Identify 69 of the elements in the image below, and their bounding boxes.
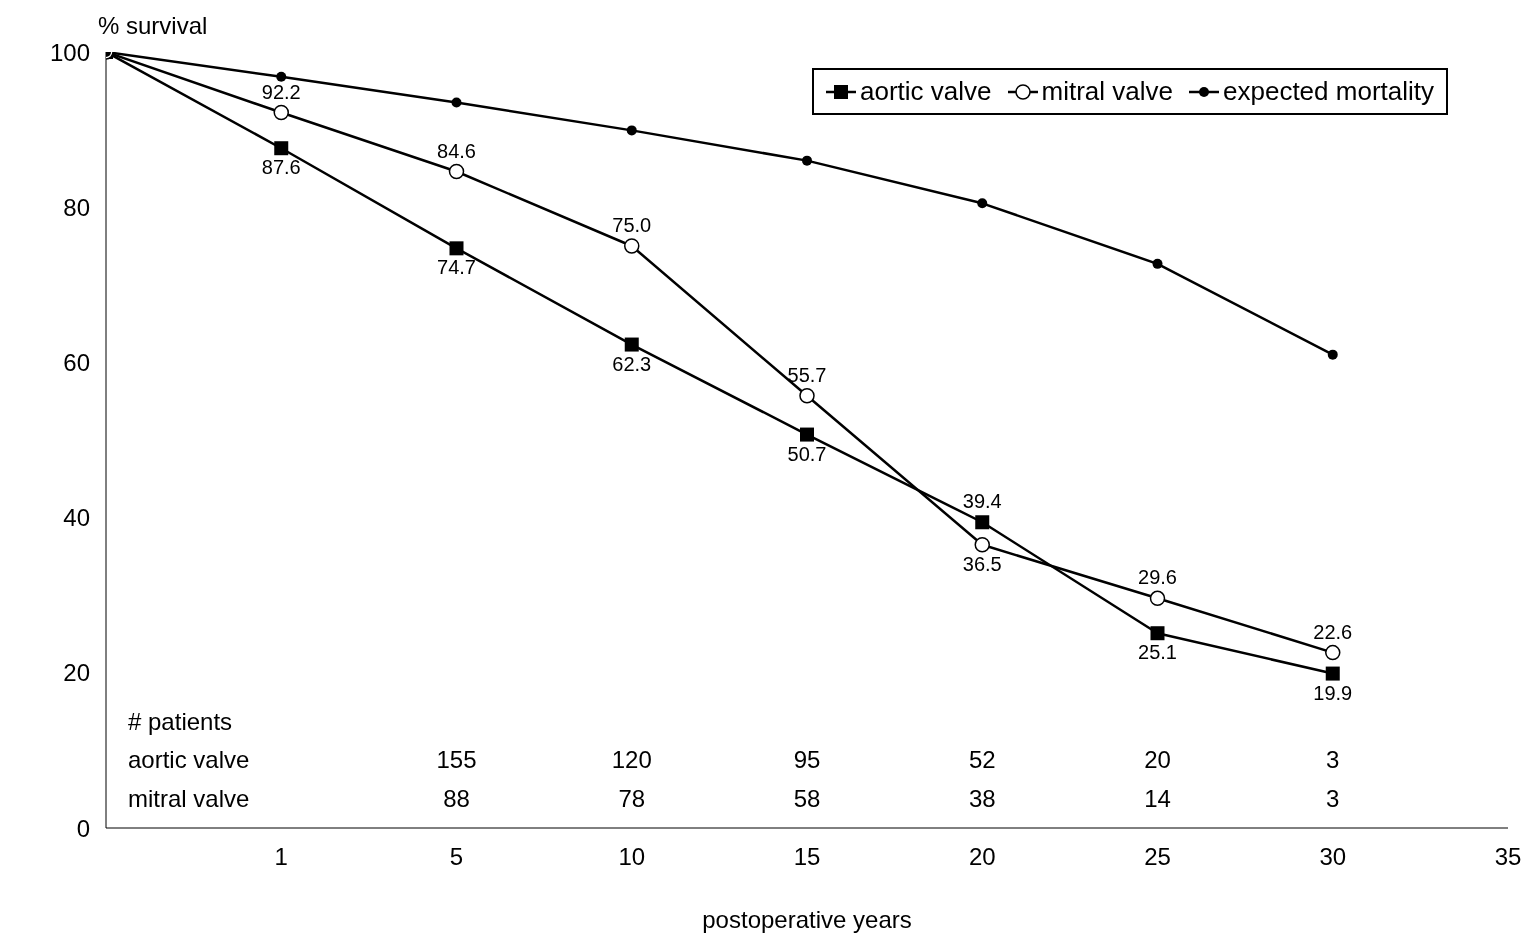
data-label: 36.5	[962, 552, 1002, 575]
legend-label: expected mortality	[1223, 76, 1434, 107]
data-label: 74.7	[437, 256, 476, 279]
point	[451, 97, 462, 108]
data-label: 62.3	[612, 352, 652, 375]
x-tick-label: 35	[1494, 843, 1522, 871]
point	[1325, 644, 1341, 661]
point	[624, 337, 639, 352]
y-tick-label: 0	[76, 814, 90, 842]
data-label: 87.6	[261, 156, 301, 179]
point	[276, 71, 287, 82]
point	[799, 388, 815, 404]
y-tick-label: 40	[63, 504, 90, 532]
point	[448, 163, 465, 180]
data-label: 19.9	[1313, 681, 1353, 704]
point	[977, 198, 988, 209]
annotation: 3	[1326, 746, 1340, 774]
legend-label: mitral valve	[1041, 76, 1174, 107]
x-tick-label: 25	[1144, 843, 1171, 871]
point	[975, 515, 990, 530]
point	[624, 238, 640, 254]
point	[626, 125, 637, 136]
annotation: # patients	[128, 707, 233, 735]
point	[449, 241, 464, 256]
annotation: 78	[618, 785, 646, 813]
annotation: 95	[793, 746, 821, 774]
point	[1325, 666, 1340, 681]
x-axis-title: postoperative years	[702, 906, 912, 933]
annotation: aortic valve	[128, 746, 250, 774]
x-tick-label: 30	[1319, 843, 1347, 871]
x-tick-label: 5	[449, 843, 464, 871]
legend-label: aortic valve	[860, 76, 992, 107]
annotation: 58	[793, 785, 821, 813]
data-label: 92.2	[261, 80, 301, 103]
annotation: 38	[968, 785, 996, 813]
point	[802, 155, 812, 166]
y-axis-title: % survival	[98, 12, 208, 40]
y-tick-label: 60	[63, 348, 90, 376]
point	[1149, 590, 1166, 607]
point	[274, 141, 289, 156]
data-label: 84.6	[437, 139, 476, 162]
data-label: 39.4	[962, 490, 1002, 513]
annotation: 20	[1144, 746, 1171, 774]
annotation: 52	[968, 746, 996, 774]
data-label: 75.0	[612, 214, 652, 236]
y-tick-label: 80	[63, 193, 90, 221]
y-tick-label: 100	[49, 38, 90, 66]
data-label: 22.6	[1313, 620, 1353, 643]
data-label: 29.6	[1138, 566, 1177, 589]
x-tick-label: 1	[274, 843, 288, 871]
annotation: 88	[443, 785, 470, 813]
x-tick-label: 20	[968, 843, 996, 871]
annotation: 120	[611, 746, 652, 774]
point	[974, 537, 990, 553]
annotation: mitral valve	[128, 785, 250, 813]
annotation: 3	[1326, 785, 1340, 813]
x-tick-label: 15	[793, 843, 821, 871]
point	[800, 427, 814, 442]
point	[1327, 349, 1338, 360]
data-label: 55.7	[787, 363, 827, 386]
y-tick-label: 20	[63, 659, 90, 687]
data-label: 50.7	[787, 442, 827, 465]
data-label: 25.1	[1138, 641, 1177, 664]
point	[1150, 626, 1165, 641]
point	[1152, 258, 1163, 269]
annotation: 14	[1144, 785, 1171, 813]
x-tick-label: 10	[618, 843, 646, 871]
point	[273, 104, 289, 121]
annotation: 155	[436, 746, 477, 774]
